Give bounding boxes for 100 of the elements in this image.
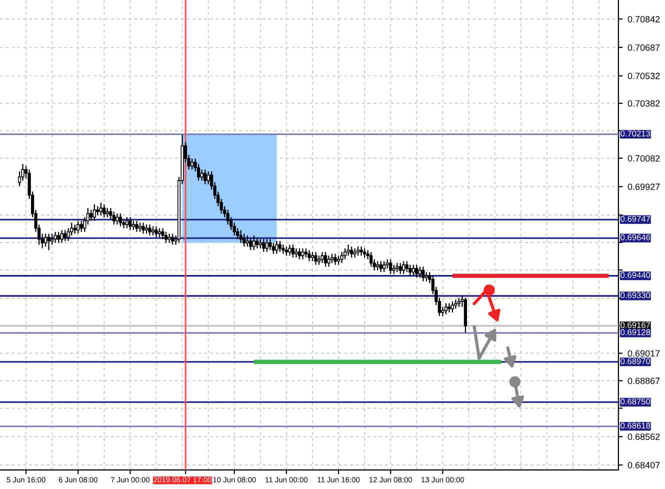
- candlestick: [356, 246, 360, 256]
- y-tick-label: 0.68562: [628, 434, 660, 440]
- candlestick: [308, 250, 311, 262]
- candlestick: [148, 224, 152, 236]
- candlestick: [392, 264, 396, 275]
- candlestick: [278, 240, 282, 253]
- candlestick: [135, 220, 138, 232]
- candlestick: [301, 248, 304, 260]
- ref-line-label: 0.69646: [620, 234, 650, 240]
- candlestick: [304, 248, 308, 258]
- candlestick: [118, 212, 122, 227]
- candlestick: [408, 264, 412, 276]
- candlestick: [44, 233, 48, 248]
- y-tick-label: 0.69927: [628, 184, 660, 190]
- candlestick: [382, 260, 386, 273]
- candlestick: [64, 229, 67, 242]
- ref-line-label: 0.68750: [620, 398, 650, 404]
- candlestick: [142, 222, 145, 234]
- candlestick: [80, 220, 83, 232]
- candlestick: [158, 228, 162, 238]
- candlestick: [457, 297, 461, 308]
- candlestick: [294, 248, 298, 258]
- candlestick: [200, 169, 204, 182]
- candlestick: [57, 231, 60, 244]
- candlestick: [324, 251, 328, 268]
- candlestick: [96, 206, 100, 216]
- y-tick-label: 0.70082: [628, 155, 660, 162]
- y-tick-label: 0.70532: [628, 72, 660, 80]
- candlestick: [405, 260, 408, 273]
- candlestick: [60, 229, 64, 244]
- y-tick-label: 0.68867: [628, 378, 660, 384]
- candlestick: [320, 251, 324, 264]
- candlestick: [370, 251, 373, 268]
- candlestick: [256, 236, 259, 249]
- y-tick-label: 0.69017: [628, 350, 660, 357]
- candlestick: [398, 262, 402, 275]
- candlestick: [258, 238, 262, 249]
- candlestick: [340, 251, 344, 264]
- candlestick: [282, 244, 285, 254]
- candlestick: [190, 158, 194, 170]
- candlestick: [206, 170, 210, 185]
- candlestick: [249, 236, 252, 251]
- candlestick: [275, 240, 278, 254]
- candlestick: [154, 226, 158, 238]
- candlestick: [262, 238, 266, 253]
- ref-line-label: 0.69747: [620, 216, 650, 222]
- ref-line-label: 0.68970: [620, 358, 650, 364]
- candlestick: [450, 300, 454, 313]
- candlestick: [424, 272, 428, 282]
- candlestick: [102, 204, 106, 218]
- candlestick: [317, 255, 321, 266]
- candlestick: [336, 255, 340, 266]
- candlestick: [353, 248, 356, 258]
- candlestick: [76, 220, 80, 234]
- candlestick: [422, 266, 425, 282]
- candlestick: [327, 255, 330, 268]
- candlestick: [334, 253, 337, 266]
- candlestick: [90, 209, 93, 222]
- candlestick: [415, 264, 418, 278]
- candlestick: [389, 258, 392, 275]
- candlestick: [54, 231, 57, 244]
- candlestick: [298, 248, 302, 260]
- ref-line-label: 0.69128: [620, 329, 650, 336]
- candlestick: [170, 233, 174, 246]
- candlestick: [360, 246, 363, 256]
- candlestick: [116, 212, 119, 226]
- candlestick: [138, 222, 142, 232]
- candlestick: [47, 233, 50, 251]
- candlestick: [252, 234, 256, 251]
- candlestick: [310, 251, 314, 262]
- candlestick: [99, 202, 102, 216]
- y-tick-label: 0.70382: [628, 100, 660, 107]
- candlestick: [268, 238, 272, 251]
- candlestick: [284, 246, 288, 256]
- candlestick: [343, 248, 347, 260]
- ref-line-label: 0.68618: [620, 422, 650, 429]
- candlestick: [412, 264, 415, 276]
- candlestick: [204, 169, 207, 185]
- candlestick: [396, 262, 399, 273]
- y-tick-label: 0.68407: [628, 462, 660, 468]
- ref-line-label: 0.69440: [620, 272, 650, 278]
- candlestick: [161, 228, 164, 240]
- candlestick: [346, 244, 350, 256]
- candlestick: [291, 244, 295, 258]
- candlestick: [350, 246, 354, 258]
- y-tick-label: 0.70687: [628, 44, 660, 51]
- candlestick: [144, 224, 148, 234]
- candlestick: [168, 233, 171, 244]
- candlestick: [132, 220, 136, 231]
- candlestick: [164, 231, 168, 244]
- candlestick: [73, 224, 76, 234]
- candlestick: [314, 251, 318, 266]
- candlestick: [272, 242, 275, 254]
- candlestick: [376, 260, 380, 271]
- candlestick: [363, 248, 366, 258]
- ref-line-label: 0.69167: [620, 322, 650, 328]
- candlestick: [106, 207, 109, 218]
- candlestick: [265, 238, 268, 253]
- ref-line-label: 0.69330: [620, 292, 650, 298]
- y-tick-label: 0.70842: [628, 16, 660, 22]
